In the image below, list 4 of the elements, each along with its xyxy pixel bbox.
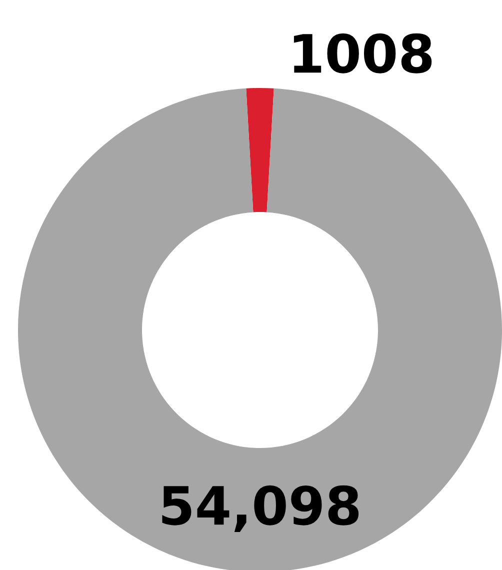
donut-slice [18, 88, 502, 570]
donut-slice [246, 88, 274, 212]
data-label: 54,098 [162, 485, 359, 532]
data-label: 1008 [294, 33, 432, 74]
